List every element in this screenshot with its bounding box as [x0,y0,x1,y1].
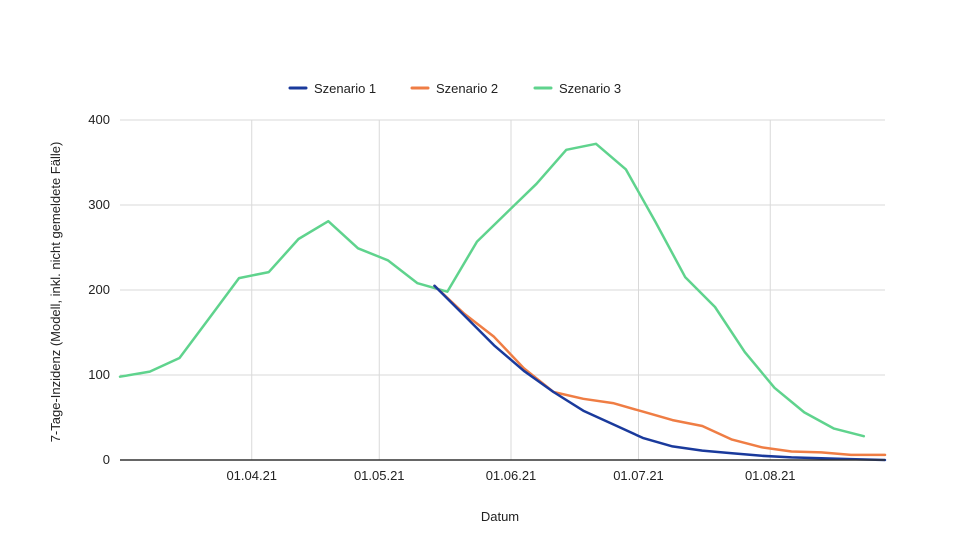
legend: Szenario 1 Szenario 2 Szenario 3 [288,81,621,96]
x-tick-label: 01.08.21 [745,468,796,483]
series-line-szenario-1 [433,284,887,462]
x-axis-title: Datum [481,509,519,524]
x-tick-label: 01.06.21 [486,468,537,483]
axes: 0 100 200 300 400 01.04.21 01.05.21 01.06.21 01.… [88,112,885,483]
x-tick-label: 01.07.21 [613,468,664,483]
grid [120,119,885,460]
series-line-szenario-2 [433,284,887,457]
x-tick-label: 01.04.21 [226,468,277,483]
series-lines [118,142,887,462]
y-tick-label: 0 [103,452,110,467]
legend-label-szenario-2: Szenario 2 [436,81,498,96]
x-tick-label: 01.05.21 [354,468,405,483]
legend-label-szenario-1: Szenario 1 [314,81,376,96]
y-tick-label: 300 [88,197,110,212]
y-tick-label: 100 [88,367,110,382]
y-tick-label: 200 [88,282,110,297]
series-line-szenario-3 [118,142,866,438]
y-axis-title: 7-Tage-Inzidenz (Modell, inkl. nicht gem… [48,142,63,443]
legend-label-szenario-3: Szenario 3 [559,81,621,96]
y-tick-label: 400 [88,112,110,127]
